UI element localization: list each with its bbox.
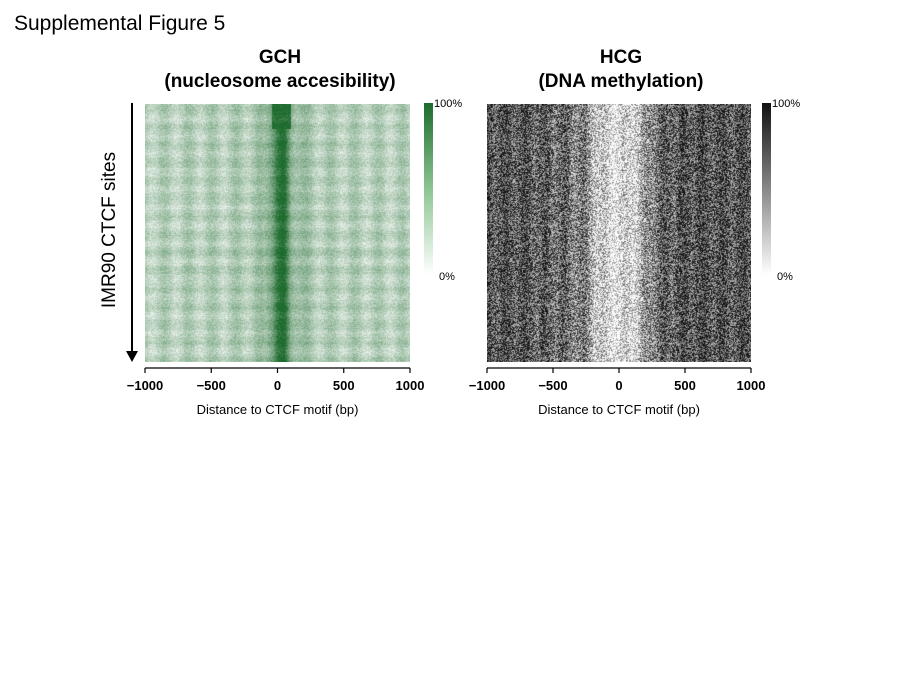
- figure-title: Supplemental Figure 5: [14, 12, 226, 35]
- hcg-title-line1: HCG: [599, 47, 643, 68]
- y-axis-label: IMR90 CTCF sites: [99, 151, 120, 309]
- hcg-x-tick-label: 0: [615, 378, 622, 393]
- gch-x-axis-label: Distance to CTCF motif (bp): [196, 402, 359, 417]
- hcg-x-axis-label: Distance to CTCF motif (bp): [538, 402, 700, 417]
- gch-title: GCH (nucleosome accesibility): [125, 46, 435, 94]
- gch-x-tick-label: 0: [274, 378, 281, 393]
- hcg-colorbar: [762, 103, 771, 275]
- hcg-x-tick-label: 1000: [737, 378, 766, 393]
- hcg-x-tick-label: −500: [538, 378, 567, 393]
- gch-title-line1: GCH: [258, 47, 302, 68]
- hcg-x-axis: −1000 −500 0 500 1000: [469, 367, 766, 393]
- hcg-title: HCG (DNA methylation): [466, 46, 776, 94]
- gch-x-axis: −1000 −500 0 500 1000: [127, 367, 425, 393]
- hcg-colorbar-min-label: 0%: [777, 271, 793, 283]
- y-axis-arrow-line: [131, 103, 133, 353]
- gch-x-tick-label: 500: [333, 378, 355, 393]
- gch-colorbar-min-label: 0%: [439, 271, 455, 283]
- hcg-x-tick-label: 500: [674, 378, 696, 393]
- hcg-colorbar-max-label: 100%: [772, 98, 801, 110]
- hcg-x-tick-label: −1000: [469, 378, 506, 393]
- gch-x-tick-label: −500: [197, 378, 226, 393]
- gch-title-line2: (nucleosome accesibility): [164, 71, 396, 92]
- gch-colorbar: [424, 103, 433, 275]
- gch-x-tick-label: −1000: [127, 378, 164, 393]
- y-axis-arrow-head: [126, 351, 138, 362]
- gch-heatmap: [145, 104, 410, 362]
- hcg-title-line2: (DNA methylation): [538, 71, 704, 92]
- gch-colorbar-max-label: 100%: [434, 98, 463, 110]
- hcg-heatmap: [487, 104, 751, 362]
- gch-x-tick-label: 1000: [396, 378, 425, 393]
